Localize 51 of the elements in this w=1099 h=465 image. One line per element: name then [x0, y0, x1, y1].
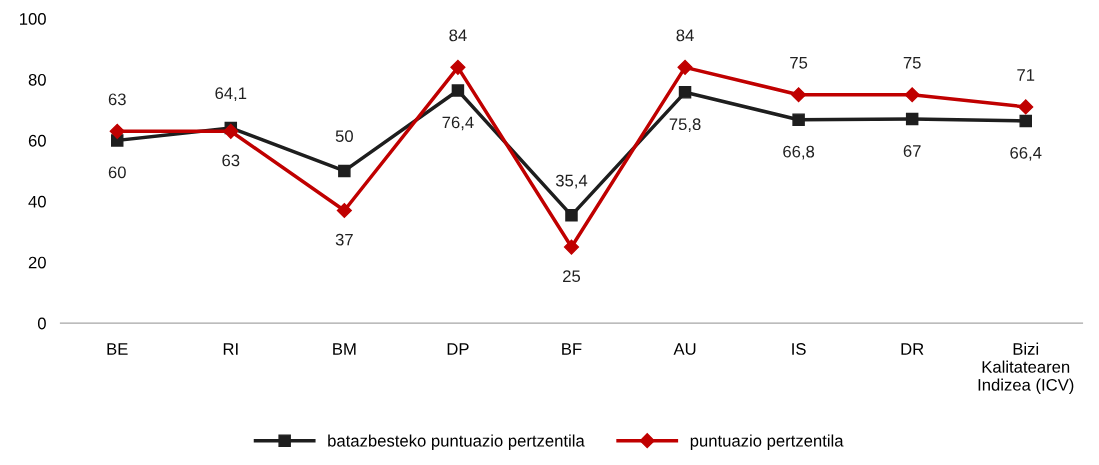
x-tick-label: IS — [792, 343, 806, 355]
data-label: 71 — [1017, 69, 1035, 81]
point — [791, 87, 807, 103]
data-label: 76,4 — [442, 116, 474, 131]
point — [451, 84, 465, 97]
y-tick-label: 100 — [20, 13, 46, 25]
y-tick-label: 80 — [28, 73, 46, 86]
point — [450, 59, 466, 75]
legend-label: batazbesteko puntuazio pertzentila — [328, 434, 585, 450]
data-label: 75,8 — [669, 118, 701, 133]
x-tick-label: BE — [107, 343, 128, 355]
x-tick-label: Bizi Kalitatearen Indizea (ICV) — [978, 342, 1074, 395]
data-label: 84 — [676, 29, 694, 42]
y-tick-label: 0 — [37, 317, 46, 330]
point — [1019, 114, 1032, 128]
x-tick-label: BF — [562, 343, 582, 355]
data-label: 60 — [108, 166, 126, 179]
legend-label: puntuazio pertzentila — [690, 434, 844, 450]
data-label: 25 — [563, 270, 581, 283]
data-label: 37 — [335, 233, 353, 246]
point — [223, 123, 239, 139]
data-label: 75 — [903, 57, 921, 69]
point — [1018, 99, 1034, 115]
data-label: 63 — [108, 93, 126, 106]
point — [678, 86, 692, 99]
point — [565, 209, 578, 222]
x-tick-label: DP — [447, 343, 469, 355]
point — [792, 113, 805, 126]
y-tick-label: 60 — [28, 134, 46, 147]
point — [677, 59, 693, 75]
point — [338, 164, 351, 178]
point — [109, 123, 125, 139]
y-tick-label: 20 — [28, 256, 46, 269]
data-label: 75 — [790, 57, 808, 69]
x-tick-label: DR — [901, 343, 924, 355]
data-label: 66,4 — [1010, 146, 1042, 161]
point — [563, 239, 580, 255]
x-tick-label: RI — [223, 343, 238, 355]
point — [904, 87, 920, 103]
data-label: 50 — [335, 130, 353, 143]
x-tick-label: BM — [333, 343, 356, 355]
point — [905, 112, 919, 126]
data-label: 35,4 — [555, 174, 588, 189]
data-label: 84 — [449, 29, 467, 42]
data-label: 64,1 — [215, 87, 247, 102]
data-label: 66,8 — [783, 145, 815, 160]
y-tick-label: 40 — [28, 195, 46, 208]
x-tick-label: AU — [673, 343, 696, 355]
point — [336, 202, 352, 219]
data-label: 63 — [222, 154, 240, 167]
data-label: 67 — [903, 145, 921, 157]
